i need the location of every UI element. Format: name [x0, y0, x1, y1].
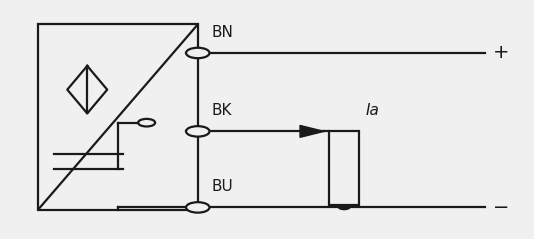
Text: BK: BK — [211, 103, 232, 118]
Circle shape — [186, 48, 209, 58]
Text: Ia: Ia — [366, 103, 380, 118]
Circle shape — [138, 119, 155, 126]
Text: +: + — [493, 43, 510, 62]
Text: BU: BU — [211, 179, 233, 194]
Circle shape — [186, 126, 209, 137]
Bar — [329, 131, 359, 205]
Text: BN: BN — [211, 25, 233, 40]
Circle shape — [338, 205, 351, 210]
Bar — [38, 24, 198, 210]
Text: −: − — [493, 198, 510, 217]
Polygon shape — [300, 125, 324, 137]
Circle shape — [186, 202, 209, 213]
